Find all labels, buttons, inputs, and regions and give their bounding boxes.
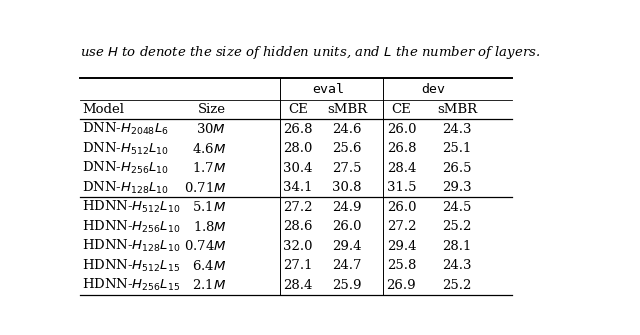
Text: 28.6: 28.6	[284, 220, 313, 233]
Text: 6.4$M$: 6.4$M$	[192, 259, 227, 273]
Text: HDNN-$H_{128}L_{10}$: HDNN-$H_{128}L_{10}$	[83, 238, 181, 254]
Text: DNN-$H_{512}L_{10}$: DNN-$H_{512}L_{10}$	[83, 140, 170, 156]
Text: 28.4: 28.4	[387, 161, 416, 175]
Text: 24.3: 24.3	[442, 123, 472, 136]
Text: DNN-$H_{2048}L_6$: DNN-$H_{2048}L_6$	[83, 121, 170, 137]
Text: 0.71$M$: 0.71$M$	[184, 181, 227, 195]
Text: HDNN-$H_{512}L_{10}$: HDNN-$H_{512}L_{10}$	[83, 199, 181, 215]
Text: 24.7: 24.7	[332, 259, 362, 272]
Text: CE: CE	[289, 103, 308, 116]
Text: 27.5: 27.5	[332, 161, 362, 175]
Text: eval: eval	[312, 83, 344, 96]
Text: 25.2: 25.2	[442, 220, 472, 233]
Text: 29.4: 29.4	[332, 240, 362, 253]
Text: 29.4: 29.4	[387, 240, 416, 253]
Text: dev: dev	[422, 83, 445, 96]
Text: 26.0: 26.0	[332, 220, 362, 233]
Text: 25.6: 25.6	[332, 142, 362, 155]
Text: HDNN-$H_{512}L_{15}$: HDNN-$H_{512}L_{15}$	[83, 258, 180, 274]
Text: 26.5: 26.5	[442, 161, 472, 175]
Text: 4.6$M$: 4.6$M$	[192, 142, 227, 155]
Text: 26.8: 26.8	[284, 123, 313, 136]
Text: HDNN-$H_{256}L_{15}$: HDNN-$H_{256}L_{15}$	[83, 277, 180, 293]
Text: Size: Size	[198, 103, 227, 116]
Text: use $H$ to denote the size of hidden units, and $L$ the number of layers.: use $H$ to denote the size of hidden uni…	[80, 44, 540, 61]
Text: 1.7$M$: 1.7$M$	[192, 161, 227, 175]
Text: 27.1: 27.1	[284, 259, 313, 272]
Text: 29.3: 29.3	[442, 181, 472, 194]
Text: 28.0: 28.0	[284, 142, 313, 155]
Text: 30.4: 30.4	[284, 161, 313, 175]
Text: 24.9: 24.9	[332, 201, 362, 214]
Text: 26.0: 26.0	[387, 123, 416, 136]
Text: Model: Model	[83, 103, 124, 116]
Text: 27.2: 27.2	[387, 220, 416, 233]
Text: 24.6: 24.6	[332, 123, 362, 136]
Text: 0.74$M$: 0.74$M$	[184, 239, 227, 253]
Text: 27.2: 27.2	[284, 201, 313, 214]
Text: 24.3: 24.3	[442, 259, 472, 272]
Text: 28.1: 28.1	[442, 240, 472, 253]
Text: 1.8$M$: 1.8$M$	[193, 220, 227, 234]
Text: 26.0: 26.0	[387, 201, 416, 214]
Text: DNN-$H_{128}L_{10}$: DNN-$H_{128}L_{10}$	[83, 180, 170, 196]
Text: CE: CE	[392, 103, 412, 116]
Text: 31.5: 31.5	[387, 181, 416, 194]
Text: DNN-$H_{256}L_{10}$: DNN-$H_{256}L_{10}$	[83, 160, 170, 176]
Text: 26.8: 26.8	[387, 142, 416, 155]
Text: 25.8: 25.8	[387, 259, 416, 272]
Text: 32.0: 32.0	[284, 240, 313, 253]
Text: 2.1$M$: 2.1$M$	[192, 278, 227, 292]
Text: 30.8: 30.8	[332, 181, 362, 194]
Text: 30$M$: 30$M$	[196, 122, 227, 136]
Text: sMBR: sMBR	[437, 103, 477, 116]
Text: HDNN-$H_{256}L_{10}$: HDNN-$H_{256}L_{10}$	[83, 219, 181, 235]
Text: 5.1$M$: 5.1$M$	[192, 200, 227, 214]
Text: 25.1: 25.1	[442, 142, 472, 155]
Text: 34.1: 34.1	[284, 181, 313, 194]
Text: 28.4: 28.4	[284, 279, 313, 292]
Text: sMBR: sMBR	[327, 103, 367, 116]
Text: 24.5: 24.5	[442, 201, 472, 214]
Text: 26.9: 26.9	[387, 279, 416, 292]
Text: 25.9: 25.9	[332, 279, 362, 292]
Text: 25.2: 25.2	[442, 279, 472, 292]
